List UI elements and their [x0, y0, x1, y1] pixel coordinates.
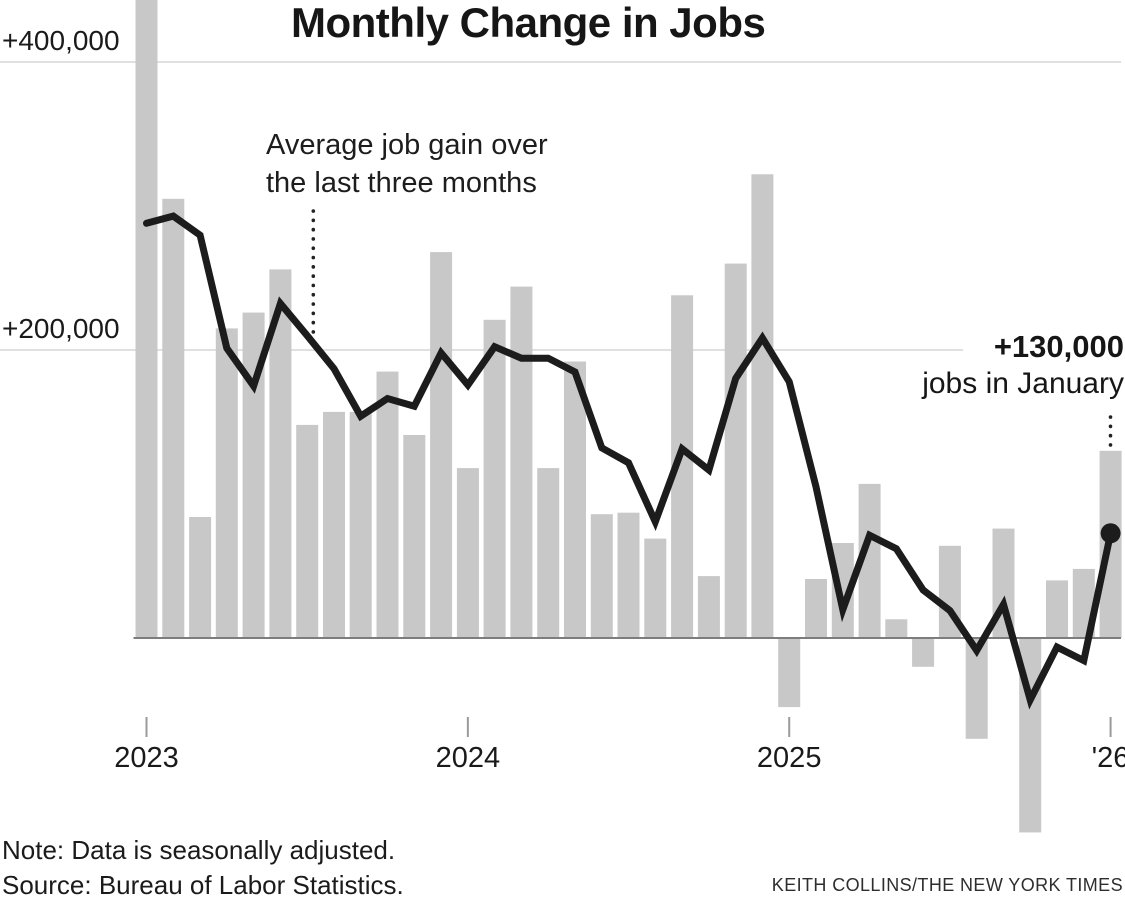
bar-may-2024 [564, 361, 586, 638]
bar-jan-2023 [135, 0, 158, 638]
byline-credit: KEITH COLLINS/THE NEW YORK TIMES [771, 875, 1123, 895]
bar-jan-2025 [778, 638, 801, 708]
bar-may-2025 [885, 619, 908, 638]
bar-nov-2023 [403, 435, 426, 638]
bar-may-2023 [242, 312, 265, 638]
footnote-source: Source: Bureau of Labor Statistics. [2, 870, 404, 900]
x-axis-label-2023: 2023 [114, 742, 179, 774]
bar-dec-2023 [430, 252, 453, 638]
bar-aug-2023 [323, 411, 345, 638]
x-axis-label-2025: 2025 [756, 742, 822, 774]
bar-feb-2025 [805, 579, 827, 638]
bar-mar-2025 [831, 543, 854, 638]
x-axis-label-2026: '26 [1091, 742, 1125, 774]
bar-oct-2023 [376, 371, 399, 638]
bar-jun-2024 [590, 514, 613, 638]
average-line-annotation-line2: the last three months [266, 167, 537, 199]
bar-aug-2024 [644, 538, 667, 638]
last-point-value: +130,000 [993, 329, 1124, 364]
bar-mar-2024 [510, 286, 533, 638]
bar-nov-2024 [724, 263, 747, 638]
last-point-annotation: +130,000 jobs in January [922, 330, 1124, 401]
bar-jun-2025 [912, 638, 935, 667]
footnote-note: Note: Data is seasonally adjusted. [2, 835, 396, 865]
bar-jul-2024 [617, 512, 640, 638]
bar-jul-2023 [296, 424, 319, 638]
bar-jun-2023 [269, 269, 292, 638]
bar-sep-2023 [349, 411, 372, 638]
last-point-label: jobs in January [922, 367, 1124, 400]
average-line-annotation-line1: Average job gain over [266, 129, 548, 161]
bar-mar-2023 [189, 517, 212, 638]
last-point-marker [1100, 523, 1121, 544]
three-month-average-line [143, 212, 1115, 710]
chart-title: Monthly Change in Jobs [291, 0, 766, 46]
bar-feb-2024 [483, 319, 506, 638]
bar-dec-2024 [751, 174, 774, 639]
bar-jan-2024 [456, 468, 479, 638]
bar-nov-2025 [1046, 580, 1068, 638]
y-axis-label-200k: +200,000 [2, 313, 120, 344]
bar-sep-2024 [671, 295, 694, 638]
x-axis-label-2024: 2024 [435, 742, 501, 774]
bar-apr-2023 [215, 328, 238, 638]
y-axis-label-400k: +400,000 [2, 25, 120, 56]
average-line-annotation: Average job gain over the last three mon… [266, 126, 548, 202]
bar-oct-2024 [697, 576, 720, 638]
bar-aug-2025 [965, 638, 988, 739]
bar-apr-2025 [858, 483, 881, 638]
bar-apr-2024 [537, 468, 560, 638]
bar-feb-2023 [162, 198, 185, 639]
